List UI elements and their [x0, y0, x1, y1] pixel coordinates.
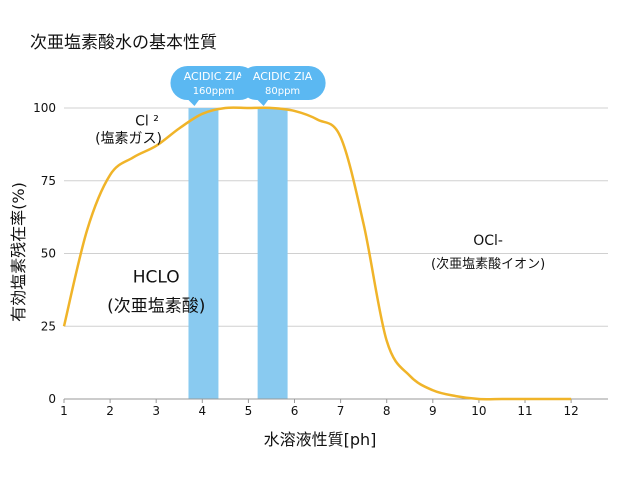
band-rect — [188, 108, 219, 399]
x-tick-label: 3 — [152, 404, 160, 418]
x-axis-label: 水溶液性質[ph] — [264, 430, 377, 449]
annotations: Cl ² (塩素ガス) HCLO (次亜塩素酸) OCl- (次亜塩素酸イオン) — [95, 113, 545, 316]
x-tick-label: 10 — [471, 404, 486, 418]
annotation-text: HCLO — [133, 268, 180, 288]
x-tick-label: 8 — [383, 404, 391, 418]
callout-bubble — [239, 66, 326, 100]
series-line — [62, 106, 572, 401]
band-rect — [257, 108, 288, 399]
x-tick-label: 11 — [517, 404, 532, 418]
annotation-text: OCl- — [473, 233, 503, 249]
x-tick-label: 9 — [429, 404, 437, 418]
y-tick-label: 100 — [33, 101, 56, 115]
x-tick-label: 2 — [106, 404, 114, 418]
callout-bubble — [170, 66, 257, 100]
callout-label: ACIDIC ZIA — [184, 70, 244, 83]
callout-label: ACIDIC ZIA — [253, 70, 313, 83]
x-tick-label: 1 — [60, 404, 68, 418]
x-tick-label: 7 — [337, 404, 345, 418]
callout-sublabel: 80ppm — [265, 86, 300, 97]
annotation-text: (次亜塩素酸イオン) — [431, 256, 545, 272]
x-tick-label: 6 — [291, 404, 299, 418]
y-tick-label: 50 — [41, 247, 56, 261]
gridlines — [64, 107, 608, 327]
annotation-text: (次亜塩素酸) — [107, 297, 205, 317]
chart-title: 次亜塩素酸水の基本性質 — [30, 33, 217, 53]
callouts: ACIDIC ZIA 160ppm ACIDIC ZIA 80ppm — [170, 66, 326, 106]
annotation-text: (塩素ガス) — [95, 131, 162, 147]
series-layer — [62, 106, 572, 401]
callout-sublabel: 160ppm — [193, 86, 235, 97]
y-axis-label: 有効塩素残在率(%) — [9, 182, 28, 322]
y-tick-label: 25 — [41, 319, 56, 333]
bands — [188, 108, 288, 399]
y-tick-label: 75 — [41, 174, 56, 188]
y-tick-label: 0 — [48, 392, 56, 406]
annotation-text: Cl ² — [135, 113, 159, 129]
x-tick-label: 5 — [245, 404, 253, 418]
x-tick-label: 4 — [198, 404, 206, 418]
x-tick-label: 12 — [563, 404, 578, 418]
